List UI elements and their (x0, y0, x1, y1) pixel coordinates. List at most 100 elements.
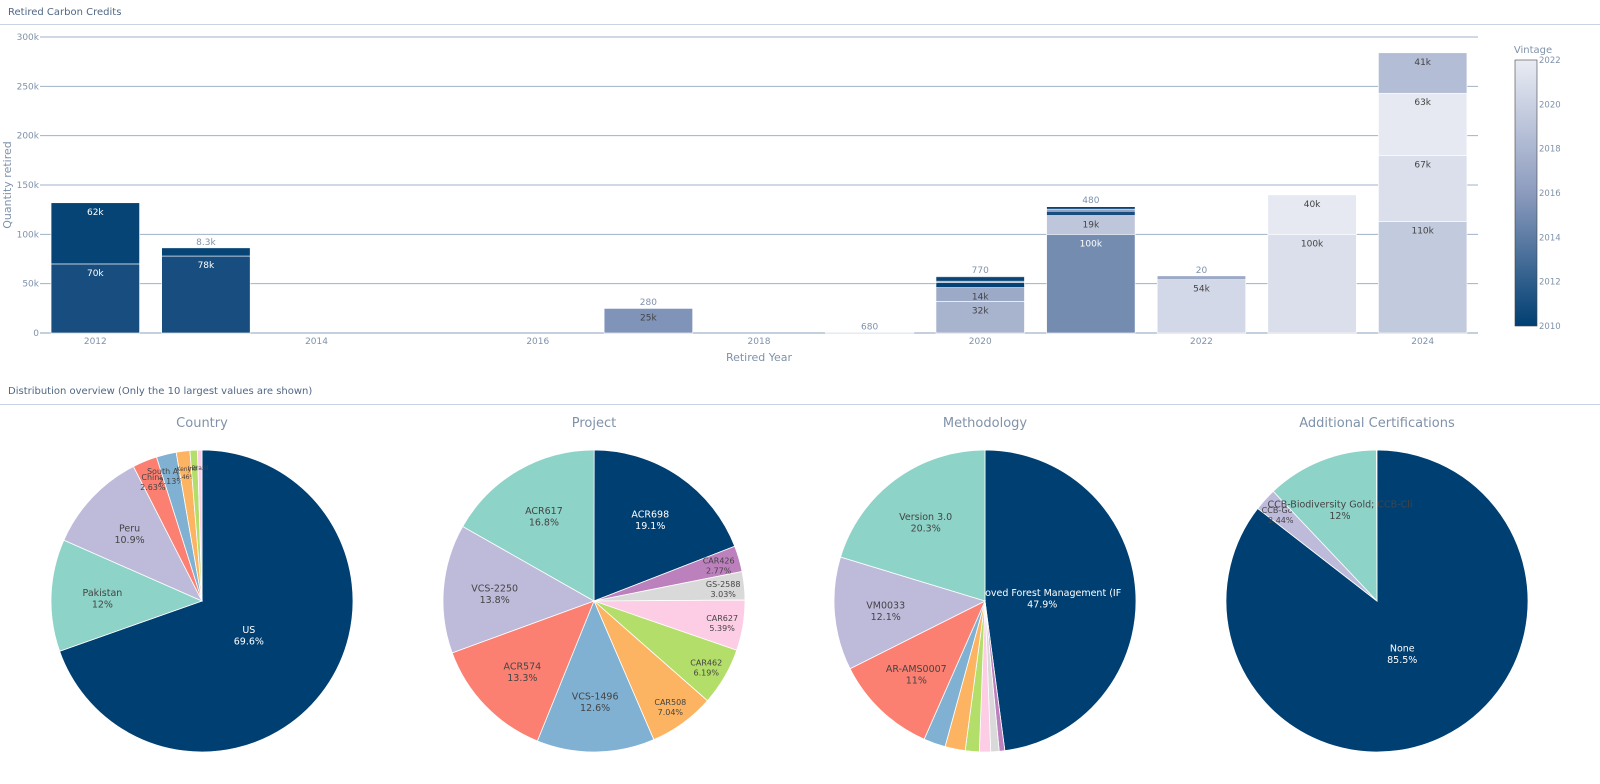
x-tick-label: 2024 (1411, 337, 1434, 347)
pie-slice-label: VCS-2250 (471, 584, 518, 595)
pie-slice-percent: 85.5% (1387, 655, 1417, 666)
pie-slice-label: Kenya (176, 466, 195, 473)
pie-slice-label: ACR698 (631, 510, 669, 521)
y-tick-label: 150k (17, 181, 40, 191)
bar-segment-label: 32k (972, 306, 989, 316)
y-tick-label: 200k (17, 132, 40, 142)
bar-segment (1267, 234, 1357, 334)
top-section-divider (0, 24, 1600, 25)
bar-segment-label: 41k (1414, 58, 1431, 68)
retired-bar-chart[interactable]: 0 50k 100k 150k 200k 250k 300k 2012 2014 2016 2018… (0, 0, 1600, 380)
pie-slice (1272, 449, 1378, 603)
bar-segment-label: 70k (87, 269, 104, 279)
pie-slice-label: South Africa (147, 467, 196, 476)
pie-slice-label: VCS-1496 (572, 692, 619, 703)
x-tick-label: 2012 (84, 337, 107, 347)
bar-segment-label: 25k (640, 313, 657, 323)
bar-total-label: 480 (1082, 196, 1099, 206)
colorbar-tick-label: 2016 (1539, 189, 1561, 199)
pie-slice (840, 449, 986, 602)
colorbar-tick-label: 2014 (1539, 233, 1561, 243)
pie-slice-percent: 3.03% (710, 590, 736, 599)
y-tick-label: 0 (33, 329, 39, 339)
pie-slice-percent: 69.6% (234, 637, 264, 648)
pie-slice (451, 600, 595, 742)
bar-segment (1378, 92, 1468, 156)
y-tick-label: 100k (17, 230, 40, 240)
y-tick-label: 250k (17, 82, 40, 92)
pie-slice (833, 556, 987, 670)
pie-title: Additional Certifications (1299, 416, 1455, 431)
x-tick-label: 2016 (526, 337, 549, 347)
pie-slice-percent: 12% (92, 600, 113, 611)
colorbar-title: Vintage (1514, 45, 1552, 56)
pie-slice-percent: 16.8% (529, 517, 559, 528)
bar-segment-label: 19k (1083, 221, 1100, 231)
bar-total-label: 280 (640, 298, 657, 308)
pie-slice (63, 465, 203, 602)
bar-segment (1046, 206, 1136, 210)
distribution-pie-charts[interactable]: CountryUS69.6%Pakistan12%Peru10.9%China2… (0, 405, 1600, 784)
bar-segment (825, 332, 915, 334)
colorbar-tick-label: 2010 (1539, 322, 1561, 332)
pie-slice-percent: 13.8% (480, 595, 510, 606)
bar-segment (603, 308, 693, 334)
pie-slice-percent: 5.39% (709, 624, 735, 633)
pie-slice-label: Peru (119, 524, 140, 535)
bar-segment-label: 14k (972, 293, 989, 303)
bar-segment (935, 276, 1025, 282)
pie-slice-label: CAR462 (690, 658, 722, 667)
pie-slice (849, 600, 986, 740)
bottom-section-divider (0, 404, 1600, 405)
bar-segment-label: 40k (1304, 200, 1321, 210)
bar-segment-label: 110k (1411, 227, 1434, 237)
pie-slice-percent: 1.46% (176, 474, 195, 481)
colorbar-tick-label: 2012 (1539, 278, 1561, 288)
bar-segment (1267, 194, 1357, 235)
y-tick-label: 300k (17, 33, 40, 43)
pie-slice-percent: 12% (1329, 511, 1350, 522)
bar-segment (935, 301, 1025, 334)
bar-segment-label: 100k (1080, 239, 1103, 249)
bar-segment (50, 263, 140, 334)
x-tick-label: 2014 (305, 337, 328, 347)
pie-slice-percent: 19.1% (635, 521, 665, 532)
pie-slice-label: CAR627 (706, 614, 738, 623)
pie-slice-label: ACR617 (525, 506, 563, 517)
pie-slice (197, 449, 203, 602)
bar-segment (1156, 275, 1247, 281)
x-tick-label: 2020 (969, 337, 992, 347)
bar-segment (1046, 210, 1136, 216)
pie-slice-percent: 2.63% (140, 483, 166, 492)
bar-segment (1046, 205, 1136, 208)
pie-slice-label: Pakistan (83, 588, 123, 599)
x-tick-label: 2018 (748, 337, 771, 347)
pie-slice-percent: 13.3% (507, 673, 537, 684)
pie-slice (462, 449, 595, 602)
bar-segment (603, 307, 693, 309)
bar-total-label: 20 (1196, 266, 1208, 276)
y-tick-label: 50k (22, 280, 39, 290)
colorbar-tick-label: 2018 (1539, 145, 1561, 155)
bar-segment (161, 247, 251, 257)
pie-slice-label: VM0033 (866, 600, 905, 611)
pie-slice-percent: 11% (906, 676, 927, 687)
bar-segment-label: 54k (1193, 285, 1210, 295)
bar-segment-label: 62k (87, 208, 104, 218)
pie-slice-label: AR-AMS0007 (886, 664, 947, 675)
x-axis-title: Retired Year (726, 351, 793, 364)
pie-slice-label: None (1390, 644, 1415, 655)
bar-segment-label: 63k (1414, 98, 1431, 108)
y-axis-title: Quantity retired (1, 141, 14, 228)
pie-slice-label: India (187, 465, 202, 472)
pie-slice-percent: 20.3% (911, 523, 941, 534)
top-section-title: Retired Carbon Credits (8, 7, 122, 18)
colorbar-tick-label: 2022 (1539, 56, 1561, 66)
x-tick-label: 2022 (1190, 337, 1213, 347)
pie-slice-percent: 12.6% (580, 703, 610, 714)
pie-slice-percent: 6.19% (694, 668, 720, 677)
